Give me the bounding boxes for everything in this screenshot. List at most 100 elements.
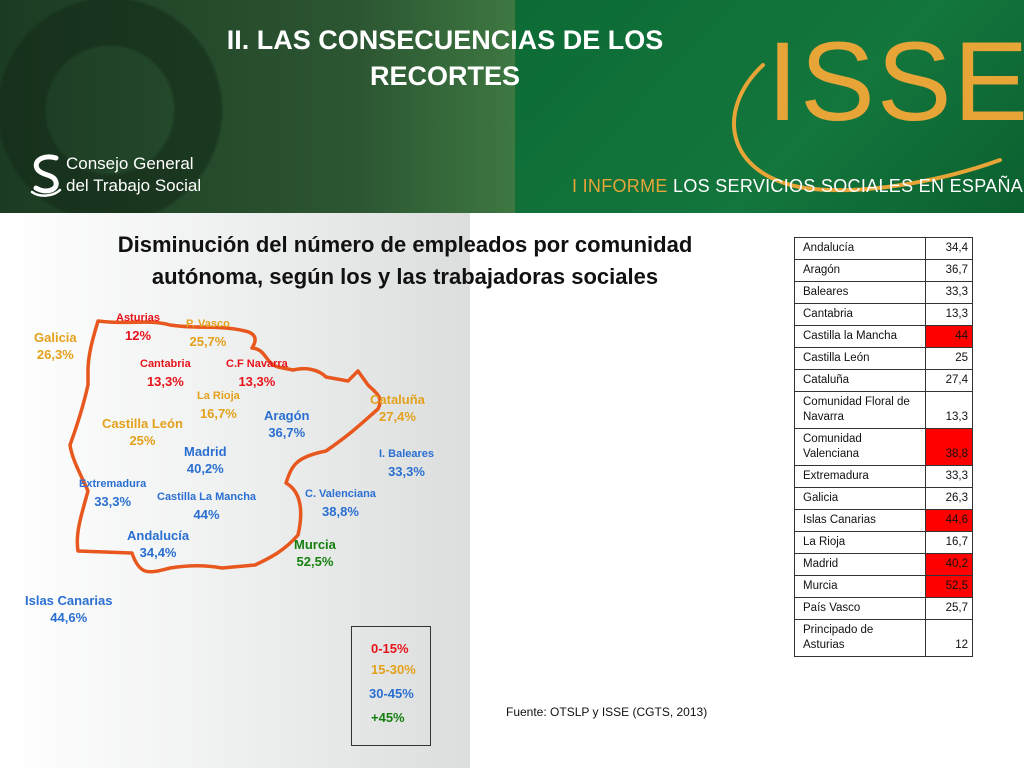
region-cell: Aragón <box>794 259 926 282</box>
map-label-valenciana: C. Valenciana 38,8% <box>305 486 376 520</box>
table-row: Islas Canarias 44,6 <box>794 509 973 532</box>
table-row: Castilla la Mancha 44 <box>794 325 973 348</box>
region-value: 25,7% <box>189 334 227 349</box>
value-cell: 27,4 <box>925 369 973 392</box>
region-value: 44% <box>193 507 220 522</box>
region-name: C.F Navarra <box>226 358 288 370</box>
table-row: Murcia 52,5 <box>794 575 973 598</box>
chart-subtitle: Disminución del número de empleados por … <box>20 229 790 293</box>
header-banner <box>0 0 1024 213</box>
report-label-accent: I INFORME <box>572 176 668 196</box>
map-label-canarias: Islas Canarias 44,6% <box>25 592 112 626</box>
value-cell: 12 <box>925 619 973 657</box>
region-cell: País Vasco <box>794 597 926 620</box>
spain-outline-path <box>68 319 382 574</box>
region-name: Murcia <box>294 537 336 552</box>
legend-item-15-30: 15-30% <box>371 662 416 677</box>
value-cell: 38,8 <box>925 428 973 466</box>
region-name: P. Vasco <box>186 318 230 330</box>
region-value: 12% <box>125 328 152 343</box>
region-cell: Galicia <box>794 487 926 510</box>
subtitle-line2: autónoma, según los y las trabajadoras s… <box>151 264 659 289</box>
subtitle-line1: Disminución del número de empleados por … <box>117 232 693 257</box>
table-row: Madrid 40,2 <box>794 553 973 576</box>
region-cell: Castilla León <box>794 347 926 370</box>
map-label-aragon: Aragón 36,7% <box>264 407 310 441</box>
region-cell: Comunidad Floral de Navarra <box>794 391 926 429</box>
slide-title: II. LAS CONSECUENCIAS DE LOS RECORTES <box>160 22 730 94</box>
value-cell: 16,7 <box>925 531 973 554</box>
data-table: Andalucía 34,4 Aragón 36,7 Baleares 33,3 Canta… <box>794 237 973 657</box>
region-value: 44,6% <box>50 610 88 625</box>
region-name: I. Baleares <box>379 448 435 460</box>
value-cell: 25,7 <box>925 597 973 620</box>
value-cell: 44,6 <box>925 509 973 532</box>
map-label-cataluna: Cataluña 27,4% <box>370 391 425 425</box>
region-value: 26,3% <box>36 347 74 362</box>
map-label-castilla-mancha: Castilla La Mancha 44% <box>157 489 256 523</box>
legend-item-45-plus: +45% <box>371 710 405 725</box>
map-label-galicia: Galicia 26,3% <box>34 329 77 363</box>
region-name: La Rioja <box>197 390 240 402</box>
region-value: 40,2% <box>186 461 224 476</box>
region-value: 13,3% <box>146 374 184 389</box>
table-row: Principado de Asturias 12 <box>794 619 973 657</box>
map-label-baleares: I. Baleares 33,3% <box>379 446 434 480</box>
region-name: Asturias <box>116 312 161 324</box>
region-name: Islas Canarias <box>25 593 113 608</box>
table-row: Cataluña 27,4 <box>794 369 973 392</box>
legend-item-30-45: 30-45% <box>369 686 414 701</box>
region-value: 52,5% <box>296 554 334 569</box>
value-cell: 34,4 <box>925 237 973 260</box>
region-cell: Extremadura <box>794 465 926 488</box>
region-name: Andalucía <box>127 528 190 543</box>
region-value: 38,8% <box>322 504 359 519</box>
region-value: 13,3% <box>238 374 276 389</box>
map-label-rioja: La Rioja 16,7% <box>197 388 240 422</box>
slide-title-line1: II. LAS CONSECUENCIAS DE LOS <box>226 25 664 55</box>
region-name: Galicia <box>34 330 77 345</box>
region-cell: Castilla la Mancha <box>794 325 926 348</box>
region-cell: Madrid <box>794 553 926 576</box>
region-value: 25% <box>129 433 156 448</box>
value-cell: 26,3 <box>925 487 973 510</box>
isse-wordmark: ISSE <box>767 19 1024 144</box>
region-cell: La Rioja <box>794 531 926 554</box>
table-row: País Vasco 25,7 <box>794 597 973 620</box>
table-row: Comunidad Floral de Navarra 13,3 <box>794 391 973 429</box>
value-cell: 25 <box>925 347 973 370</box>
map-legend: 0-15% 15-30% 30-45% +45% <box>351 626 431 746</box>
region-cell: Cataluña <box>794 369 926 392</box>
cgts-logo: Consejo General del Trabajo Social <box>28 150 248 205</box>
isse-logo: ISSE <box>715 20 1024 193</box>
value-cell: 40,2 <box>925 553 973 576</box>
region-name: Aragón <box>264 408 310 423</box>
value-cell: 44 <box>925 325 973 348</box>
report-label: I INFORME LOS SERVICIOS SOCIALES EN ESPA… <box>572 176 1023 197</box>
map-label-extremadura: Extremadura 33,3% <box>79 476 146 510</box>
map-label-madrid: Madrid 40,2% <box>184 443 227 477</box>
map-label-navarra: C.F Navarra 13,3% <box>226 356 288 390</box>
table-row: Comunidad Valenciana 38,8 <box>794 428 973 466</box>
table-row: Castilla León 25 <box>794 347 973 370</box>
region-cell: Islas Canarias <box>794 509 926 532</box>
region-cell: Cantabria <box>794 303 926 326</box>
gear-graphic <box>0 0 240 213</box>
region-cell: Baleares <box>794 281 926 304</box>
region-name: Extremadura <box>79 478 147 490</box>
region-cell: Principado de Asturias <box>794 619 926 657</box>
value-cell: 33,3 <box>925 465 973 488</box>
region-cell: Murcia <box>794 575 926 598</box>
isse-swoosh-icon <box>732 63 1002 193</box>
map-label-pvasco: P. Vasco 25,7% <box>186 316 230 350</box>
table-row: Andalucía 34,4 <box>794 237 973 260</box>
value-cell: 13,3 <box>925 391 973 429</box>
value-cell: 52,5 <box>925 575 973 598</box>
table-row: La Rioja 16,7 <box>794 531 973 554</box>
region-cell: Andalucía <box>794 237 926 260</box>
value-cell: 33,3 <box>925 281 973 304</box>
region-value: 33,3% <box>388 464 425 479</box>
map-label-castilla-leon: Castilla León 25% <box>102 415 183 449</box>
source-note: Fuente: OTSLP y ISSE (CGTS, 2013) <box>506 705 708 719</box>
map-label-andalucia: Andalucía 34,4% <box>127 527 189 561</box>
